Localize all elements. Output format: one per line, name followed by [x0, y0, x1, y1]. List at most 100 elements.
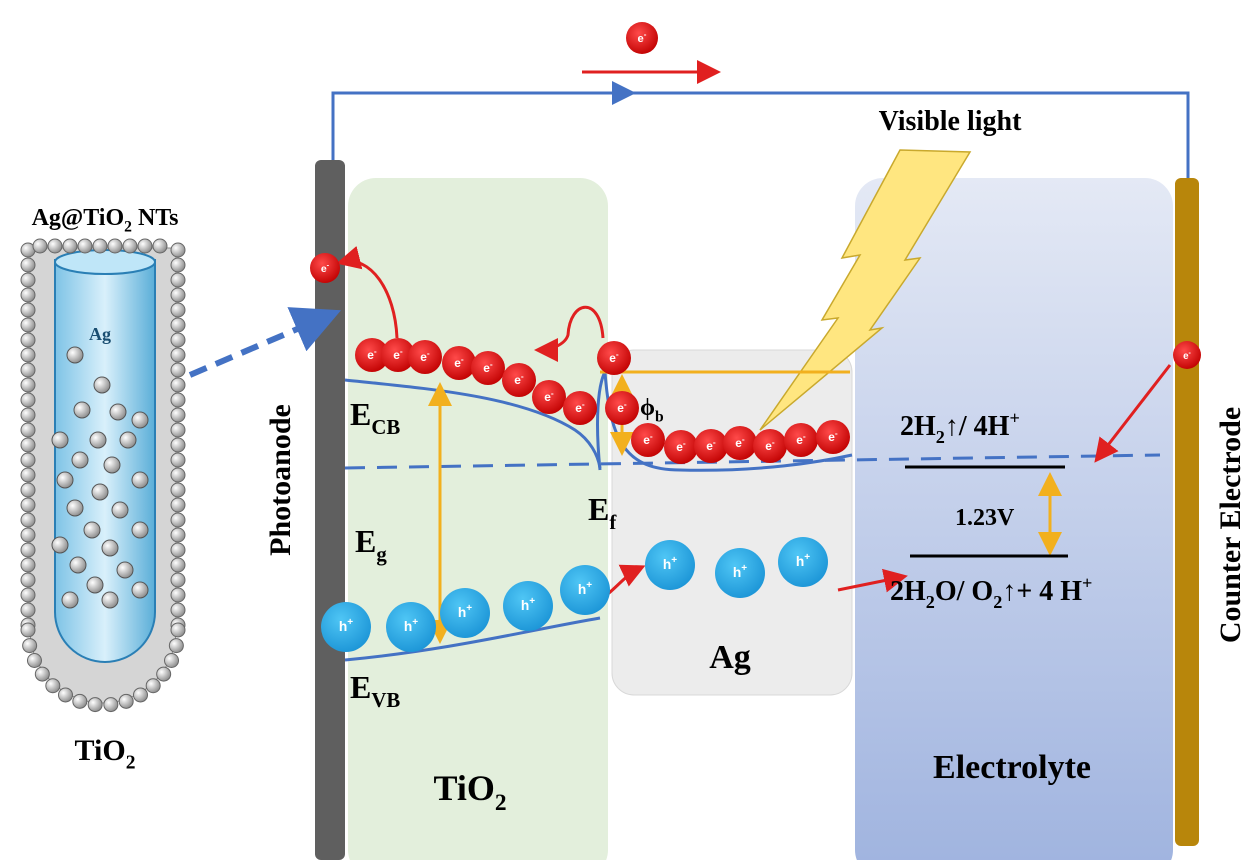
label-part: 2: [495, 790, 507, 816]
ag-particle: [104, 457, 120, 473]
label-part: 1.23V: [955, 505, 1015, 531]
label-part: NTs: [132, 205, 178, 231]
label-part: Ag: [709, 639, 751, 676]
label-part: Ag: [89, 324, 111, 344]
label-part: h: [404, 619, 412, 634]
label-part: ϕ: [640, 395, 655, 421]
counter-rod: [1175, 178, 1199, 846]
ag-particle: [94, 377, 110, 393]
shell-ball: [119, 694, 133, 708]
circuit-wire: [333, 93, 1188, 180]
label-part: -: [427, 348, 430, 358]
shell-ball: [171, 423, 185, 437]
label-part: Counter Electrode: [1214, 407, 1247, 643]
label-part: ↑/ 4H: [945, 411, 1010, 442]
shell-ball: [123, 239, 137, 253]
shell-ball: [138, 239, 152, 253]
ag-particle: [87, 577, 103, 593]
label-part: +: [1082, 573, 1092, 593]
ag-particle: [112, 502, 128, 518]
shell-ball: [171, 588, 185, 602]
shell-ball: [171, 363, 185, 377]
shell-ball: [21, 303, 35, 317]
shell-ball: [171, 303, 185, 317]
label-part: VB: [371, 689, 400, 712]
diagram: Ag@TiO2 NTsAgTiO2PhotoanodeCounter Elect…: [0, 0, 1253, 860]
label-part: +: [586, 580, 592, 591]
shell-ball: [21, 588, 35, 602]
shell-ball: [165, 654, 179, 668]
shell-ball: [171, 543, 185, 557]
label-part: +: [1009, 408, 1019, 428]
shell-ball: [21, 483, 35, 497]
shell-ball: [21, 438, 35, 452]
shell-ball: [21, 378, 35, 392]
label-part: 2: [126, 752, 136, 773]
ag-particle: [52, 432, 68, 448]
label-part: TiO: [75, 734, 126, 767]
label: 2H2O/ O2↑+ 4 H+: [890, 573, 1092, 612]
label-part: -: [461, 354, 464, 364]
label-part: -: [521, 371, 524, 381]
label-part: -: [650, 431, 653, 441]
label: Electrolyte: [933, 749, 1091, 786]
shell-ball: [21, 333, 35, 347]
shell-ball: [21, 408, 35, 422]
ag-particle: [102, 592, 118, 608]
ag-particle: [84, 522, 100, 538]
shell-ball: [146, 679, 160, 693]
ag-particle: [74, 402, 90, 418]
label-part: 2: [124, 219, 132, 236]
shell-ball: [171, 498, 185, 512]
label-part: -: [624, 399, 627, 409]
shell-ball: [21, 348, 35, 362]
shell-ball: [21, 498, 35, 512]
shell-ball: [171, 273, 185, 287]
shell-ball: [93, 239, 107, 253]
label-part: -: [582, 399, 585, 409]
shell-ball: [171, 528, 185, 542]
shell-ball: [171, 408, 185, 422]
label-part: O/ O: [935, 576, 993, 607]
zoom-arrow: [190, 315, 330, 375]
label-part: E: [355, 523, 376, 559]
ag-particle: [67, 347, 83, 363]
label: TiO2: [75, 734, 136, 773]
label-part: h: [663, 557, 671, 572]
label-part: -: [742, 434, 745, 444]
label-part: E: [588, 491, 609, 527]
shell-ball: [21, 288, 35, 302]
shell-ball: [171, 288, 185, 302]
shell-ball: [21, 453, 35, 467]
label-part: h: [796, 554, 804, 569]
shell-ball: [157, 667, 171, 681]
shell-ball: [171, 483, 185, 497]
label: Ag: [709, 639, 751, 676]
label-part: Photoanode: [264, 404, 297, 556]
label: Visible light: [879, 106, 1023, 137]
shell-ball: [21, 363, 35, 377]
shell-ball: [171, 348, 185, 362]
ag-particle: [90, 432, 106, 448]
shell-ball: [59, 688, 73, 702]
label-part: CB: [371, 416, 400, 439]
label-part: -: [374, 346, 377, 356]
shell-ball: [21, 513, 35, 527]
ag-particle: [110, 404, 126, 420]
layout: [21, 72, 1199, 860]
label-part: h: [521, 598, 529, 613]
shell-ball: [21, 558, 35, 572]
label-part: h: [339, 619, 347, 634]
label-part: Ag@TiO: [32, 205, 125, 231]
shell-ball: [171, 258, 185, 272]
label: 2H2↑/ 4H+: [900, 408, 1020, 447]
shell-ball: [48, 239, 62, 253]
ag-particle: [102, 540, 118, 556]
label: Photoanode: [264, 404, 297, 556]
label-part: h: [733, 565, 741, 580]
shell-ball: [108, 239, 122, 253]
ag-particle: [117, 562, 133, 578]
shell-ball: [73, 694, 87, 708]
label-part: ↑+ 4 H: [1002, 576, 1082, 607]
shell-ball: [171, 603, 185, 617]
